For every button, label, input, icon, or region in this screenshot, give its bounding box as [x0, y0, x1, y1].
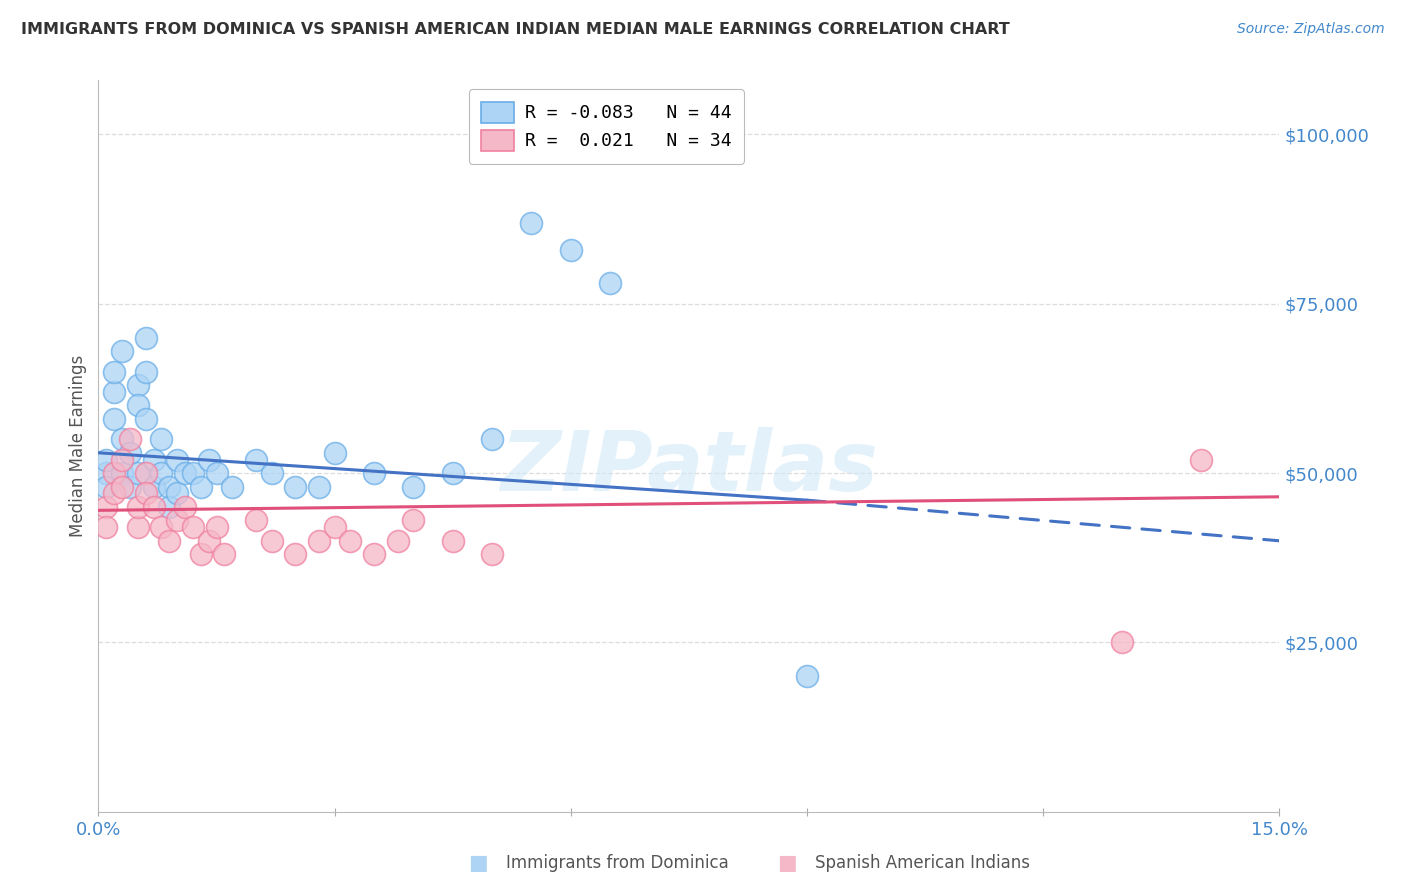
Point [308, 480, 330, 494]
Text: ■: ■ [778, 853, 797, 872]
Point [1189, 452, 1212, 467]
Text: ■: ■ [468, 853, 488, 872]
Point [96, 452, 118, 467]
Point [127, 500, 149, 514]
Point [181, 466, 204, 480]
Point [111, 344, 134, 359]
Point [142, 452, 165, 467]
Point [111, 432, 134, 446]
Point [190, 480, 212, 494]
Point [103, 364, 125, 378]
Point [135, 466, 157, 480]
Point [103, 384, 125, 399]
Point [1111, 635, 1133, 649]
Point [111, 480, 134, 494]
Text: ZIPatlas: ZIPatlas [501, 427, 877, 508]
Point [387, 533, 409, 548]
Point [103, 466, 125, 480]
Point [111, 452, 134, 467]
Point [166, 514, 188, 528]
Point [197, 452, 219, 467]
Point [197, 533, 219, 548]
Point [96, 520, 118, 534]
Text: Immigrants from Dominica: Immigrants from Dominica [506, 854, 728, 871]
Point [166, 486, 188, 500]
Point [127, 398, 149, 412]
Text: Spanish American Indians: Spanish American Indians [815, 854, 1031, 871]
Text: IMMIGRANTS FROM DOMINICA VS SPANISH AMERICAN INDIAN MEDIAN MALE EARNINGS CORRELA: IMMIGRANTS FROM DOMINICA VS SPANISH AMER… [21, 22, 1010, 37]
Point [205, 466, 228, 480]
Point [560, 243, 582, 257]
Point [245, 452, 267, 467]
Point [481, 547, 503, 561]
Point [402, 480, 425, 494]
Point [308, 533, 330, 548]
Point [111, 466, 134, 480]
Point [520, 215, 543, 229]
Point [96, 480, 118, 494]
Point [103, 412, 125, 426]
Point [157, 480, 180, 494]
Point [174, 466, 197, 480]
Point [260, 466, 283, 480]
Point [150, 520, 173, 534]
Point [796, 669, 818, 683]
Point [150, 466, 173, 480]
Legend: R = -0.083   N = 44, R =  0.021   N = 34: R = -0.083 N = 44, R = 0.021 N = 34 [468, 89, 744, 163]
Point [135, 331, 157, 345]
Text: Source: ZipAtlas.com: Source: ZipAtlas.com [1237, 22, 1385, 37]
Point [599, 277, 621, 291]
Point [363, 466, 385, 480]
Point [135, 364, 157, 378]
Point [221, 480, 243, 494]
Point [181, 520, 204, 534]
Point [190, 547, 212, 561]
Point [284, 480, 307, 494]
Point [284, 547, 307, 561]
Point [245, 514, 267, 528]
Point [127, 466, 149, 480]
Point [323, 446, 346, 460]
Point [205, 520, 228, 534]
Point [174, 500, 197, 514]
Point [118, 432, 141, 446]
Point [142, 500, 165, 514]
Point [96, 466, 118, 480]
Point [402, 514, 425, 528]
Point [135, 412, 157, 426]
Point [118, 446, 141, 460]
Point [127, 378, 149, 392]
Point [157, 500, 180, 514]
Point [118, 480, 141, 494]
Point [323, 520, 346, 534]
Point [441, 466, 464, 480]
Point [260, 533, 283, 548]
Point [214, 547, 236, 561]
Point [127, 520, 149, 534]
Point [96, 500, 118, 514]
Point [363, 547, 385, 561]
Y-axis label: Median Male Earnings: Median Male Earnings [69, 355, 87, 537]
Point [135, 486, 157, 500]
Point [103, 486, 125, 500]
Point [157, 533, 180, 548]
Point [142, 480, 165, 494]
Point [441, 533, 464, 548]
Point [339, 533, 361, 548]
Point [150, 432, 173, 446]
Point [166, 452, 188, 467]
Point [481, 432, 503, 446]
